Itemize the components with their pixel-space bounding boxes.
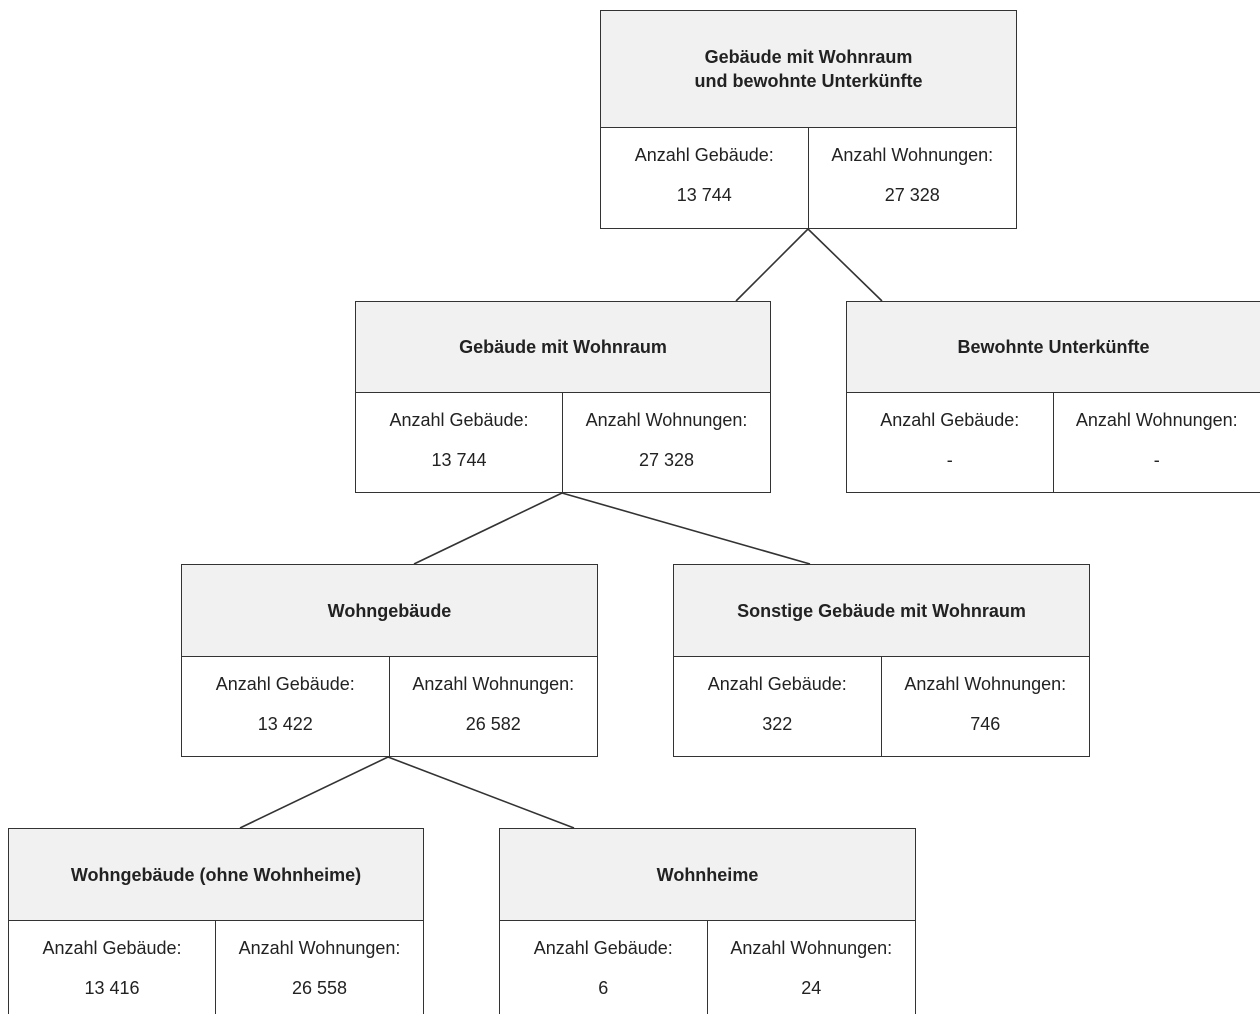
gebaeude-cell: Anzahl Gebäude: 13 422	[182, 656, 390, 756]
edge-root-unterkuenfte	[807, 228, 883, 302]
gebaeude-value: 322	[762, 714, 793, 734]
edge-wohngebaeude-wohnheime	[387, 756, 575, 829]
node-wohngebaeude: Wohngebäude Anzahl Gebäude: 13 422 Anzah…	[181, 564, 598, 757]
gebaeude-cell: Anzahl Gebäude: 6	[500, 920, 708, 1014]
node-title: Wohngebäude	[182, 565, 597, 657]
node-title: Gebäude mit Wohnraum	[356, 302, 770, 393]
node-sonstige: Sonstige Gebäude mit Wohnraum Anzahl Geb…	[673, 564, 1090, 757]
wohnungen-label: Anzahl Wohnungen:	[412, 674, 575, 694]
gebaeude-value: 6	[598, 978, 609, 998]
wohnungen-value: 746	[970, 714, 1001, 734]
node-root: Gebäude mit Wohnraum und bewohnte Unterk…	[600, 10, 1017, 229]
wohnungen-cell: Anzahl Wohnungen: 27 328	[563, 392, 770, 492]
edge-root-wohnraum	[735, 228, 809, 302]
gebaeude-label: Anzahl Gebäude:	[634, 145, 774, 165]
node-unterkuenfte: Bewohnte Unterkünfte Anzahl Gebäude: - A…	[846, 301, 1260, 493]
wohnungen-label: Anzahl Wohnungen:	[585, 410, 748, 430]
node-title: Sonstige Gebäude mit Wohnraum	[674, 565, 1089, 657]
wohnungen-value: 24	[801, 978, 822, 998]
wohnungen-value: 27 328	[638, 450, 695, 470]
node-wohnraum: Gebäude mit Wohnraum Anzahl Gebäude: 13 …	[355, 301, 771, 493]
node-ohne-wohnheime: Wohngebäude (ohne Wohnheime) Anzahl Gebä…	[8, 828, 424, 1014]
edge-wohnraum-wohngebaeude	[413, 492, 563, 565]
wohnungen-label: Anzahl Wohnungen:	[730, 938, 893, 958]
wohnungen-value: 26 558	[291, 978, 348, 998]
node-title: Bewohnte Unterkünfte	[847, 302, 1260, 393]
node-title: Gebäude mit Wohnraum und bewohnte Unterk…	[601, 11, 1016, 128]
gebaeude-label: Anzahl Gebäude:	[42, 938, 182, 958]
gebaeude-cell: Anzahl Gebäude: 322	[674, 656, 882, 756]
gebaeude-cell: Anzahl Gebäude: 13 744	[356, 392, 563, 492]
gebaeude-value: 13 744	[431, 450, 487, 470]
wohnungen-cell: Anzahl Wohnungen: 27 328	[809, 127, 1017, 228]
wohnungen-value: 26 582	[465, 714, 521, 734]
gebaeude-label: Anzahl Gebäude:	[880, 410, 1020, 430]
gebaeude-value: 13 744	[676, 185, 732, 205]
wohnungen-cell: Anzahl Wohnungen: 26 582	[390, 656, 598, 756]
gebaeude-label: Anzahl Gebäude:	[533, 938, 673, 958]
edge-wohngebaeude-ohne-wohnheime	[239, 756, 389, 829]
wohnungen-label: Anzahl Wohnungen:	[1075, 410, 1238, 430]
wohnungen-cell: Anzahl Wohnungen: 746	[882, 656, 1090, 756]
edge-wohnraum-sonstige	[561, 492, 811, 565]
wohnungen-label: Anzahl Wohnungen:	[238, 938, 401, 958]
wohnungen-cell: Anzahl Wohnungen: -	[1054, 392, 1260, 492]
gebaeude-cell: Anzahl Gebäude: -	[847, 392, 1054, 492]
wohnungen-label: Anzahl Wohnungen:	[831, 145, 994, 165]
gebaeude-label: Anzahl Gebäude:	[707, 674, 847, 694]
gebaeude-value: -	[946, 450, 953, 470]
node-title: Wohngebäude (ohne Wohnheime)	[9, 829, 423, 921]
wohnungen-cell: Anzahl Wohnungen: 24	[708, 920, 916, 1014]
node-wohnheime: Wohnheime Anzahl Gebäude: 6 Anzahl Wohnu…	[499, 828, 916, 1014]
gebaeude-value: 13 416	[84, 978, 140, 998]
gebaeude-value: 13 422	[257, 714, 313, 734]
node-title: Wohnheime	[500, 829, 915, 921]
gebaeude-cell: Anzahl Gebäude: 13 744	[601, 127, 809, 228]
gebaeude-label: Anzahl Gebäude:	[389, 410, 529, 430]
gebaeude-label: Anzahl Gebäude:	[215, 674, 355, 694]
wohnungen-value: 27 328	[884, 185, 940, 205]
gebaeude-cell: Anzahl Gebäude: 13 416	[9, 920, 216, 1014]
wohnungen-label: Anzahl Wohnungen:	[904, 674, 1067, 694]
wohnungen-cell: Anzahl Wohnungen: 26 558	[216, 920, 423, 1014]
wohnungen-value: -	[1153, 450, 1160, 470]
